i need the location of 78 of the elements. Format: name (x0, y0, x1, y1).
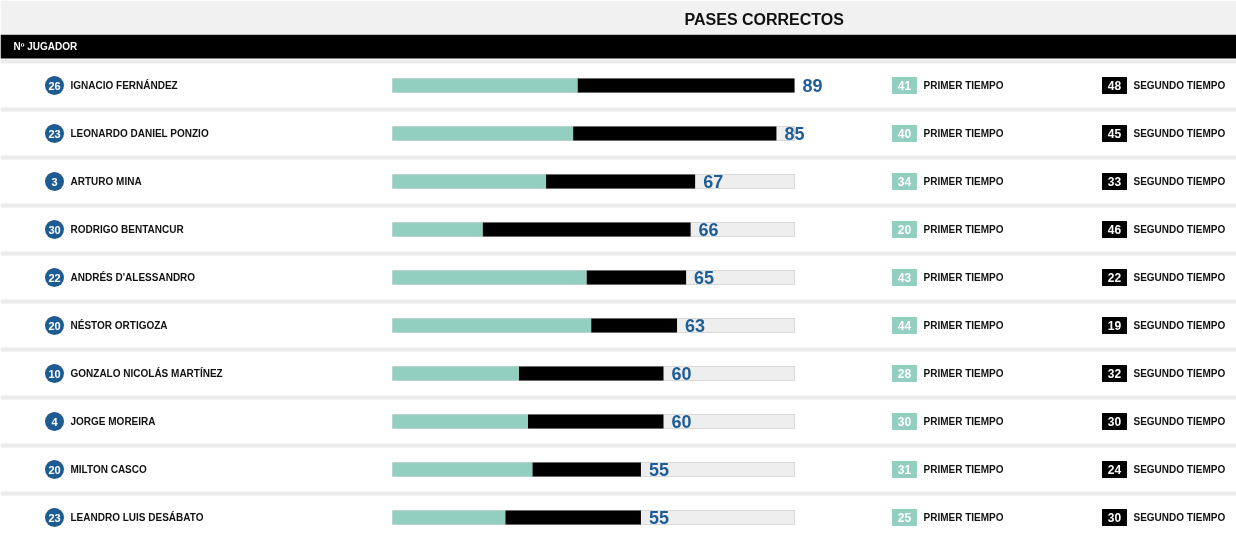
text: SEGUNDO TIEMPO (1133, 416, 1226, 427)
data-label: 41 (897, 79, 912, 93)
data-label: 30 (1107, 511, 1122, 525)
text: PRIMER TIEMPO (923, 128, 1004, 139)
total-label: 89 (802, 76, 823, 96)
bar (392, 510, 506, 525)
total-label: 65 (694, 268, 715, 288)
data-label: 30 (897, 415, 912, 429)
data-label: 30 (1107, 415, 1122, 429)
data-label: 40 (897, 127, 912, 141)
y-tick-label: IGNACIO FERNÁNDEZ (70, 79, 178, 91)
y-tick-label: RODRIGO BENTANCUR (70, 224, 185, 235)
bar (392, 366, 519, 381)
data-label: 31 (897, 463, 912, 477)
y-tick-label: GONZALO NICOLÁS MARTÍNEZ (70, 367, 223, 379)
total-label: 55 (648, 460, 669, 480)
text: 3 (51, 175, 58, 188)
text: PRIMER TIEMPO (923, 176, 1004, 187)
text: PRIMER TIEMPO (923, 512, 1004, 523)
text: PRIMER TIEMPO (923, 416, 1004, 427)
text: 10 (48, 367, 61, 380)
text: SEGUNDO TIEMPO (1133, 128, 1226, 139)
text: 22 (48, 271, 61, 284)
text: 26 (48, 79, 61, 92)
y-tick-label: NÉSTOR ORTIGOZA (70, 319, 168, 331)
data-label: 34 (897, 175, 912, 189)
legend-label: PRIMER TIEMPO (923, 80, 1004, 91)
text: SEGUNDO TIEMPO (1133, 176, 1226, 187)
total-label: 85 (784, 124, 805, 144)
data-label: 44 (897, 319, 912, 333)
y-tick-label: ANDRÉS D'ALESSANDRO (70, 271, 196, 283)
data-label: 19 (1107, 319, 1122, 333)
total-label: 55 (648, 508, 669, 528)
bar (532, 462, 641, 477)
text: PRIMER TIEMPO (923, 224, 1004, 235)
total-label: 60 (671, 412, 692, 432)
data-label: 45 (1107, 127, 1122, 141)
data-label: 25 (897, 511, 912, 525)
total-label: 63 (685, 316, 706, 336)
text: 23 (48, 127, 61, 140)
text: SEGUNDO TIEMPO (1133, 224, 1226, 235)
y-tick-label: MILTON CASCO (70, 464, 148, 475)
text: PRIMER TIEMPO (923, 272, 1004, 283)
total-label: 60 (671, 364, 692, 384)
text: SEGUNDO TIEMPO (1133, 272, 1226, 283)
text: PRIMER TIEMPO (923, 368, 1004, 379)
text: 30 (48, 223, 61, 236)
legend-label: SEGUNDO TIEMPO (1133, 80, 1226, 91)
data-label: 24 (1107, 463, 1122, 477)
y-axis-title: Nº JUGADOR (13, 41, 78, 52)
bar (586, 270, 687, 285)
data-label: 48 (1107, 79, 1122, 93)
data-label: 33 (1107, 175, 1122, 189)
data-label: 20 (897, 223, 912, 237)
text: 23 (48, 511, 61, 524)
text: 20 (48, 463, 61, 476)
data-label: 32 (1107, 367, 1122, 381)
bar (392, 222, 483, 237)
chart-title: PASES CORRECTOS (684, 11, 845, 28)
data-label: 22 (1107, 271, 1122, 285)
total-label: 66 (698, 220, 719, 240)
text: SEGUNDO TIEMPO (1133, 512, 1226, 523)
text: PRIMER TIEMPO (923, 464, 1004, 475)
text: SEGUNDO TIEMPO (1133, 464, 1226, 475)
y-tick-label: JORGE MOREIRA (70, 416, 156, 427)
bar (591, 318, 678, 333)
text: PRIMER TIEMPO (923, 320, 1004, 331)
data-label: 43 (897, 271, 912, 285)
y-tick-label: LEANDRO LUIS DESÁBATO (70, 511, 204, 523)
text: SEGUNDO TIEMPO (1133, 368, 1226, 379)
data-label: 28 (897, 367, 912, 381)
y-tick-label: ARTURO MINA (70, 176, 142, 187)
total-label: 67 (703, 172, 724, 192)
text: SEGUNDO TIEMPO (1133, 320, 1226, 331)
data-label: 46 (1107, 223, 1122, 237)
text: 20 (48, 319, 61, 332)
text: 4 (51, 415, 59, 428)
y-tick-label: LEONARDO DANIEL PONZIO (70, 128, 209, 139)
